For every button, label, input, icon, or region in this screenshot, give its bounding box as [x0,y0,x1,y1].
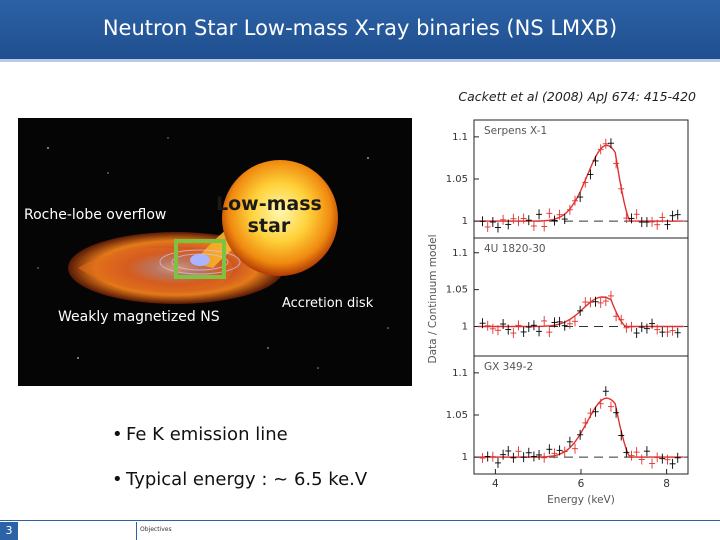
y-axis-label: Data / Continuum model [427,235,439,364]
slide-title: Neutron Star Low-mass X-ray binaries (NS… [102,16,618,40]
y-tick-label: 1 [462,216,468,227]
bullet-text: Fe K emission line [126,424,288,445]
panel-source-name: 4U 1820-30 [484,243,546,255]
citation: Cackett et al (2008) ApJ 674: 415-420 [458,89,696,104]
panel-frame [473,355,689,475]
panel-source-name: Serpens X-1 [484,125,547,137]
bullet-icon: • [112,469,123,490]
label-low-mass-star: Low-mass star [216,193,322,237]
y-tick-label: 1.05 [446,410,468,421]
y-tick-label: 1 [462,322,468,333]
spectra-svg: 1 1.05 1.1 Serpens X-1 1 1.05 1.1 4U 1820-30 1 1.… [427,119,689,506]
bullet-text: Typical energy : ~ 6.5 ke.V [126,469,368,490]
y-tick-label: 1.1 [452,368,468,379]
footer-divider-tick [136,522,137,540]
panel-source-name: GX 349-2 [484,361,533,373]
y-tick-label: 1 [462,452,468,463]
panel-frame [473,237,689,357]
y-tick-label: 1.05 [446,174,468,185]
footer-divider [0,520,720,521]
y-tick-label: 1.05 [446,285,468,296]
label-weakly-magnetized-ns: Weakly magnetized NS [58,309,220,325]
label-low-mass-star-line1: Low-mass [216,193,322,215]
label-low-mass-star-line2: star [247,215,291,237]
x-tick-label: 8 [663,478,670,490]
label-accretion-disk: Accretion disk [282,296,374,311]
model-line [478,144,684,222]
y-tick-label: 1.1 [452,248,468,259]
label-roche-lobe-overflow: Roche-lobe overflow [24,207,167,223]
lmxb-illustration: Roche-lobe overflow Low-mass star Weakly… [18,118,412,386]
neutron-star-highlight-box [174,239,226,279]
fe-k-spectra-chart: 1 1.05 1.1 Serpens X-1 1 1.05 1.1 4U 1820-30 1 1.… [424,116,704,516]
model-line [478,296,684,328]
bullet-item: • Typical energy : ~ 6.5 ke.V [112,469,367,490]
panel-frame [473,119,689,239]
slide-number: 3 [0,522,18,540]
bullet-icon: • [112,424,123,445]
bullet-item: • Fe K emission line [112,424,367,445]
slide-header: Neutron Star Low-mass X-ray binaries (NS… [0,0,720,62]
model-line [478,397,684,458]
footer-section-label: Objectives [140,526,172,533]
y-tick-label: 1.1 [452,132,468,143]
bullet-list: • Fe K emission line • Typical energy : ~ … [112,424,367,514]
slide-footer: 3 Objectives [0,520,720,540]
x-tick-label: 4 [492,478,499,490]
x-tick-label: 6 [578,478,585,490]
x-axis-label: Energy (keV) [547,494,615,506]
